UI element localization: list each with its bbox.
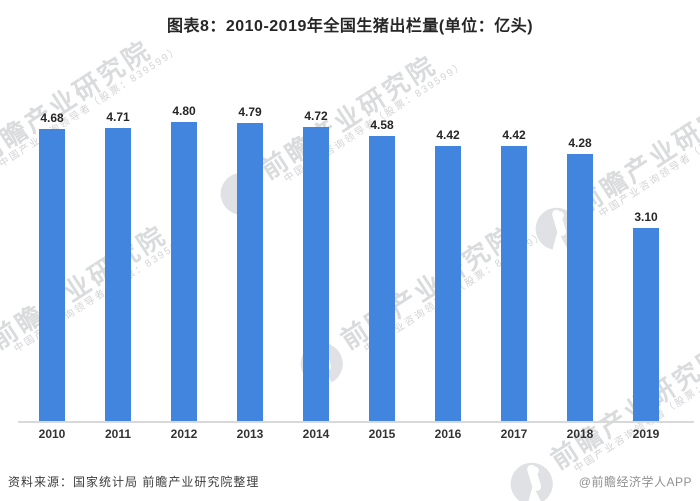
x-axis-label: 2013 bbox=[236, 427, 264, 441]
bar-value-label: 4.71 bbox=[106, 110, 130, 124]
bar bbox=[303, 127, 329, 422]
bar-value-label: 4.42 bbox=[436, 128, 460, 142]
bar bbox=[39, 129, 65, 422]
bar-group-2010: 4.68 bbox=[39, 111, 65, 422]
x-axis-label: 2010 bbox=[38, 427, 66, 441]
bar-value-label: 4.72 bbox=[304, 109, 328, 123]
bar-value-label: 4.58 bbox=[370, 118, 394, 132]
bar-value-label: 3.10 bbox=[634, 210, 658, 224]
bar-group-2017: 4.42 bbox=[501, 128, 527, 422]
bar-group-2013: 4.79 bbox=[237, 105, 263, 422]
chart-title: 图表8：2010-2019年全国生猪出栏量(单位：亿头) bbox=[166, 18, 534, 35]
bar-group-2019: 3.10 bbox=[633, 210, 659, 422]
bar-value-label: 4.79 bbox=[238, 105, 262, 119]
bar-value-label: 4.80 bbox=[172, 104, 196, 118]
bar bbox=[435, 146, 461, 422]
bar-group-2014: 4.72 bbox=[303, 109, 329, 422]
bar-value-label: 4.28 bbox=[568, 136, 592, 150]
bar-group-2012: 4.80 bbox=[171, 104, 197, 422]
bar-group-2011: 4.71 bbox=[105, 110, 131, 422]
bar-value-label: 4.42 bbox=[502, 128, 526, 142]
bar bbox=[171, 122, 197, 422]
bar bbox=[633, 228, 659, 422]
bar bbox=[567, 154, 593, 422]
bar bbox=[501, 146, 527, 422]
bar-value-label: 4.68 bbox=[40, 111, 64, 125]
bar-group-2016: 4.42 bbox=[435, 128, 461, 422]
x-axis-label: 2019 bbox=[632, 427, 660, 441]
x-axis-label: 2012 bbox=[170, 427, 198, 441]
bar bbox=[237, 123, 263, 422]
brand-note: @前瞻经济学人APP bbox=[578, 475, 692, 489]
x-axis-label: 2018 bbox=[566, 427, 594, 441]
bar-group-2018: 4.28 bbox=[567, 136, 593, 422]
source-note: 资料来源：国家统计局 前瞻产业研究院整理 bbox=[8, 475, 260, 489]
bar bbox=[105, 128, 131, 422]
x-axis-label: 2011 bbox=[104, 427, 132, 441]
x-axis-label: 2015 bbox=[368, 427, 396, 441]
x-axis-line bbox=[18, 421, 694, 423]
bar bbox=[369, 136, 395, 422]
bar-group-2015: 4.58 bbox=[369, 118, 395, 422]
x-axis-label: 2014 bbox=[302, 427, 330, 441]
x-axis-label: 2016 bbox=[434, 427, 462, 441]
footer: 资料来源：国家统计局 前瞻产业研究院整理 @前瞻经济学人APP bbox=[8, 473, 692, 490]
x-axis-label: 2017 bbox=[500, 427, 528, 441]
